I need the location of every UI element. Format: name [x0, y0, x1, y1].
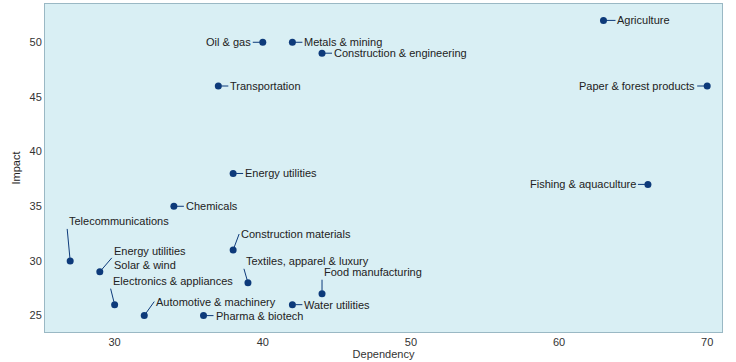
- svg-text:Textiles, apparel & luxury: Textiles, apparel & luxury: [246, 255, 369, 267]
- svg-text:Electronics & appliances: Electronics & appliances: [113, 275, 233, 287]
- svg-text:45: 45: [30, 91, 42, 103]
- svg-text:50: 50: [405, 336, 417, 348]
- svg-text:25: 25: [30, 309, 42, 321]
- svg-text:Oil & gas: Oil & gas: [206, 36, 251, 48]
- svg-text:Metals & mining: Metals & mining: [304, 36, 382, 48]
- svg-text:50: 50: [30, 36, 42, 48]
- svg-text:70: 70: [701, 336, 713, 348]
- svg-text:Construction materials: Construction materials: [241, 228, 351, 240]
- svg-text:Energy utilities: Energy utilities: [245, 167, 317, 179]
- svg-text:Pharma & biotech: Pharma & biotech: [216, 310, 303, 322]
- svg-text:40: 40: [30, 145, 42, 157]
- svg-text:Water utilities: Water utilities: [304, 299, 370, 311]
- svg-text:Impact: Impact: [10, 151, 22, 184]
- svg-text:35: 35: [30, 200, 42, 212]
- svg-text:Telecommunications: Telecommunications: [69, 215, 169, 227]
- svg-text:60: 60: [553, 336, 565, 348]
- svg-text:30: 30: [30, 255, 42, 267]
- svg-text:Food manufacturing: Food manufacturing: [324, 266, 422, 278]
- svg-text:Chemicals: Chemicals: [186, 200, 238, 212]
- svg-text:Energy utilitiesSolar & wind: Energy utilitiesSolar & wind: [114, 245, 186, 271]
- svg-text:40: 40: [257, 336, 269, 348]
- svg-text:Automotive & machinery: Automotive & machinery: [156, 296, 276, 308]
- svg-text:Transportation: Transportation: [230, 80, 301, 92]
- svg-text:Fishing & aquaculture: Fishing & aquaculture: [530, 178, 636, 190]
- svg-text:Construction & engineering: Construction & engineering: [334, 47, 467, 59]
- svg-text:30: 30: [109, 336, 121, 348]
- svg-text:Dependency: Dependency: [353, 348, 415, 360]
- svg-text:Paper & forest products: Paper & forest products: [579, 80, 695, 92]
- svg-text:Agriculture: Agriculture: [617, 14, 670, 26]
